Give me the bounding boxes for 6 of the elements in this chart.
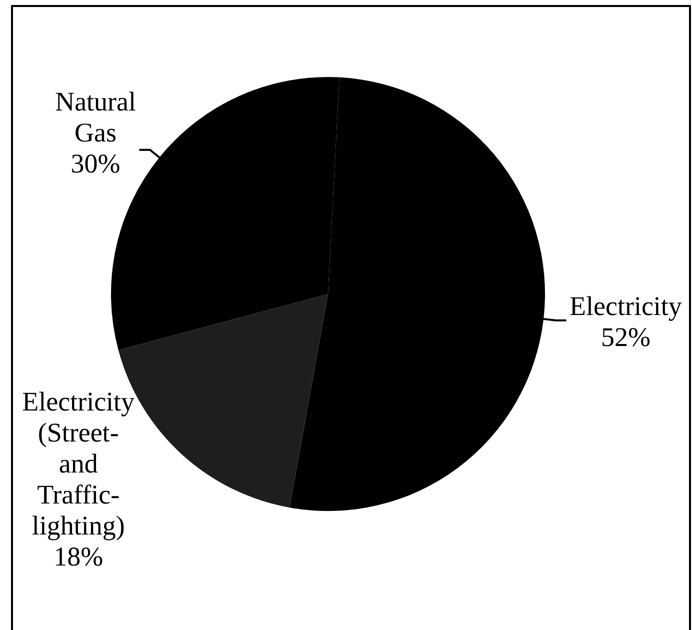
slice-label: Natural Gas [55,86,136,148]
data-label: 30% [70,148,120,178]
slice-label: Electricity [569,290,682,321]
slice-label: Electricity (Street- and Traffic-lighting) [22,386,136,540]
data-label: 52% [600,322,650,352]
data-label: 18% [54,541,104,572]
